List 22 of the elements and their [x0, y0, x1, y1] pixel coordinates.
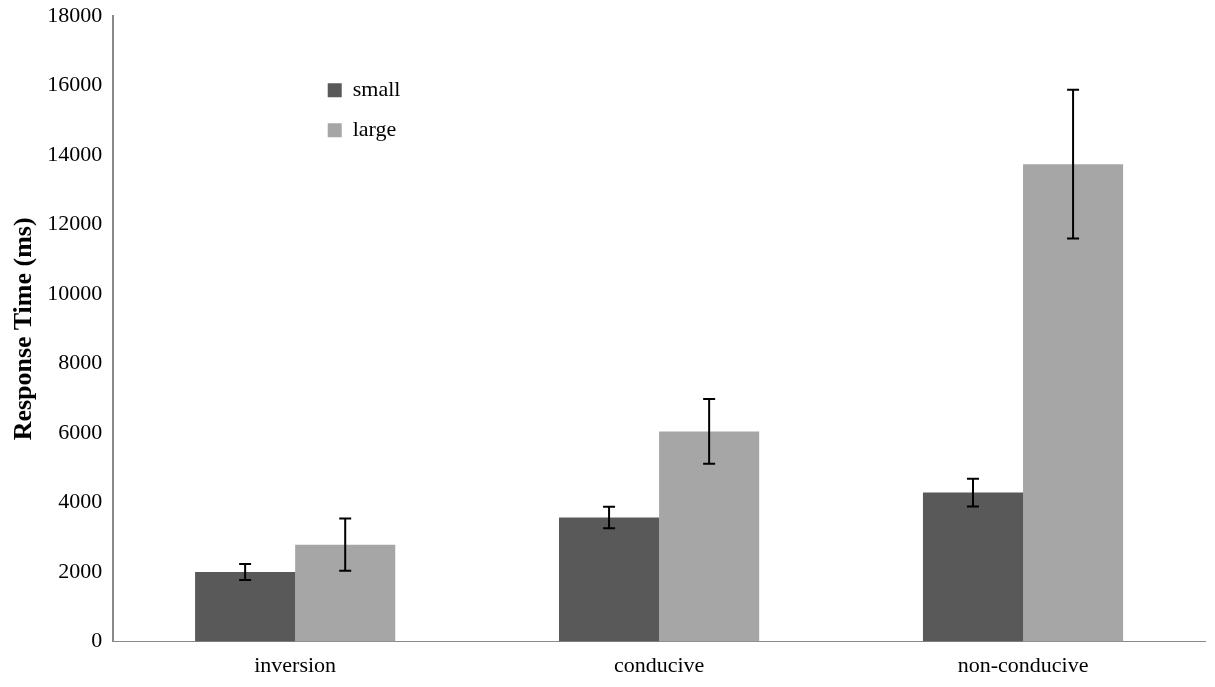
y-tick-label: 8000: [58, 349, 103, 375]
y-tick-label: 18000: [47, 1, 103, 27]
bar: [195, 572, 296, 642]
x-tick-label: non-conducive: [957, 651, 1089, 677]
bar: [922, 492, 1024, 642]
y-tick-label: 14000: [47, 140, 103, 166]
y-tick-label: 16000: [47, 71, 103, 97]
legend-label: small: [352, 75, 401, 101]
y-tick-label: 12000: [47, 210, 103, 236]
y-tick-label: 10000: [47, 279, 103, 305]
bar: [1023, 164, 1124, 642]
legend-label: large: [352, 115, 397, 141]
x-tick-label: inversion: [254, 651, 337, 677]
y-tick-label: 0: [91, 627, 103, 653]
x-tick-label: conducive: [613, 651, 705, 677]
y-tick-label: 6000: [58, 418, 103, 444]
y-tick-label: 4000: [58, 488, 103, 514]
bar: [659, 431, 760, 642]
y-tick-label: 2000: [58, 557, 103, 583]
bar: [295, 544, 396, 642]
bar: [559, 517, 660, 642]
y-axis-title: Response Time (ms): [8, 217, 38, 441]
